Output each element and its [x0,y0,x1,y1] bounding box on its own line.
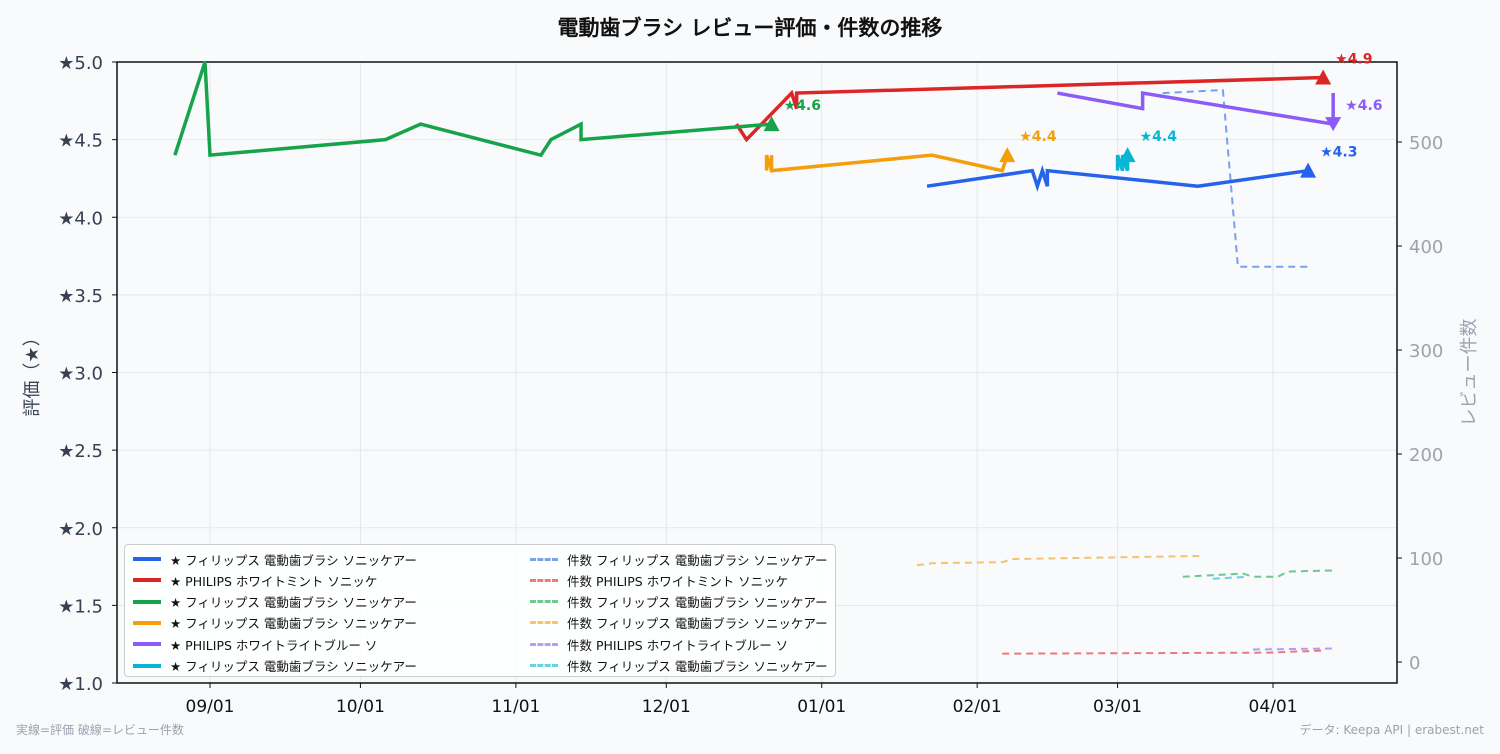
rating-line [926,164,1309,192]
legend-swatch [133,663,161,668]
legend-item: 件数 PHILIPS ホワイトミント ソニッケ [530,570,788,590]
y-tick-label: ★3.5 [58,286,103,307]
count-line [1162,88,1309,268]
y-tick-label: ★5.0 [58,53,103,74]
legend-label: 件数 フィリップス 電動歯ブラシ ソニッケアー [567,552,828,568]
legend-label: ★ フィリップス 電動歯ブラシ ソニッケアー [170,616,417,632]
y-tick-label: ★3.0 [58,364,103,385]
y-tick-label: ★1.0 [58,674,103,695]
x-tick-label: 02/01 [953,697,1002,717]
count-line [1212,575,1248,580]
count-line [916,554,1203,567]
legend-swatch [133,578,161,583]
legend-item: 件数 フィリップス 電動歯ブラシ ソニッケアー [530,656,828,676]
legend-swatch [530,642,558,646]
legend-swatch [530,557,558,561]
end-label: ★4.6 [784,98,821,114]
legend-item: ★ フィリップス 電動歯ブラシ ソニッケアー [133,549,417,569]
legend-swatch [530,578,558,582]
legend-item: 件数 フィリップス 電動歯ブラシ ソニッケアー [530,613,828,633]
legend-item: ★ PHILIPS ホワイトライトブルー ソ [133,634,377,654]
legend-item: 件数 フィリップス 電動歯ブラシ ソニッケアー [530,549,828,569]
legend-label: ★ フィリップス 電動歯ブラシ ソニッケアー [170,552,417,568]
end-marker [1300,162,1317,178]
legend-label: ★ PHILIPS ホワイトミント ソニッケ [170,573,378,589]
rating-line [173,61,772,158]
legend-item: 件数 フィリップス 電動歯ブラシ ソニッケアー [530,592,828,612]
legend-item: ★ PHILIPS ホワイトミント ソニッケ [133,570,377,590]
chart-title: 電動歯ブラシ レビュー評価・件数の推移 [557,16,943,40]
y-tick-label: ★4.5 [58,131,103,152]
end-marker [999,147,1016,163]
end-label: ★4.3 [1320,145,1357,161]
y-tick-label: ★1.5 [58,596,103,617]
legend-swatch [133,642,161,647]
end-label: ★4.6 [1345,98,1382,114]
legend-item: ★ フィリップス 電動歯ブラシ ソニッケアー [133,613,417,633]
legend-item: 件数 PHILIPS ホワイトライトブルー ソ [530,634,788,654]
x-tick-label: 01/01 [797,697,846,717]
rating-line [735,75,1324,143]
legend-label: 件数 フィリップス 電動歯ブラシ ソニッケアー [567,595,828,611]
end-label: ★4.9 [1335,52,1372,68]
legend-label: ★ フィリップス 電動歯ブラシ ソニッケアー [170,659,417,674]
end-marker [1325,117,1342,132]
x-tick-label: 04/01 [1249,697,1298,717]
legend-label: ★ フィリップス 電動歯ブラシ ソニッケアー [170,595,417,611]
x-tick-label: 11/01 [491,697,540,717]
legend: ★ フィリップス 電動歯ブラシ ソニッケアー ★ PHILIPS ホワイトミント … [124,544,836,677]
y-axis-label: 評価（★） [22,328,43,416]
legend-label: 件数 フィリップス 電動歯ブラシ ソニッケアー [567,659,828,674]
y2-tick-label: 0 [1409,653,1420,674]
x-tick-label: 12/01 [642,697,691,717]
end-label: ★4.4 [1019,129,1057,145]
y2-tick-label: 300 [1409,341,1443,362]
footer-note: 実線=評価 破線=レビュー件数 [16,723,184,737]
legend-swatch [133,599,161,604]
y-tick-label: ★2.5 [58,441,103,462]
end-label: ★4.4 [1140,129,1178,145]
legend-item: ★ フィリップス 電動歯ブラシ ソニッケアー [133,592,417,612]
legend-item: ★ フィリップス 電動歯ブラシ ソニッケアー [133,656,417,676]
x-tick-label: 03/01 [1093,697,1142,717]
y-tick-label: ★4.0 [58,208,103,229]
legend-swatch [133,557,161,561]
legend-swatch [530,664,558,667]
end-marker [1119,147,1136,163]
rating-line [1057,90,1335,127]
legend-swatch [530,600,558,604]
legend-label: 件数 PHILIPS ホワイトミント ソニッケ [567,573,789,589]
x-tick-label: 10/01 [336,697,385,717]
rating-line [764,153,1009,173]
y2-tick-label: 400 [1409,237,1443,258]
y-tick-label: ★2.0 [58,519,103,540]
end-marker [1315,69,1332,85]
legend-label: 件数 フィリップス 電動歯ブラシ ソニッケアー [567,616,828,632]
legend-swatch [530,621,558,625]
y2-axis-label: レビュー件数 [1459,319,1480,427]
rating-line [1115,154,1130,172]
plot-frame [116,61,1398,684]
count-line [1182,569,1334,578]
legend-label: 件数 PHILIPS ホワイトライトブルー ソ [567,637,789,653]
count-line [1252,647,1334,651]
y2-tick-label: 500 [1409,133,1443,154]
footer-source: データ: Keepa API | erabest.net [1299,723,1484,737]
legend-label: ★ PHILIPS ホワイトライトブルー ソ [170,637,378,653]
count-line [1002,649,1324,655]
y2-tick-label: 200 [1409,445,1443,466]
x-tick-label: 09/01 [186,697,235,717]
y2-tick-label: 100 [1409,549,1443,570]
legend-swatch [133,620,161,625]
end-marker [763,116,780,132]
